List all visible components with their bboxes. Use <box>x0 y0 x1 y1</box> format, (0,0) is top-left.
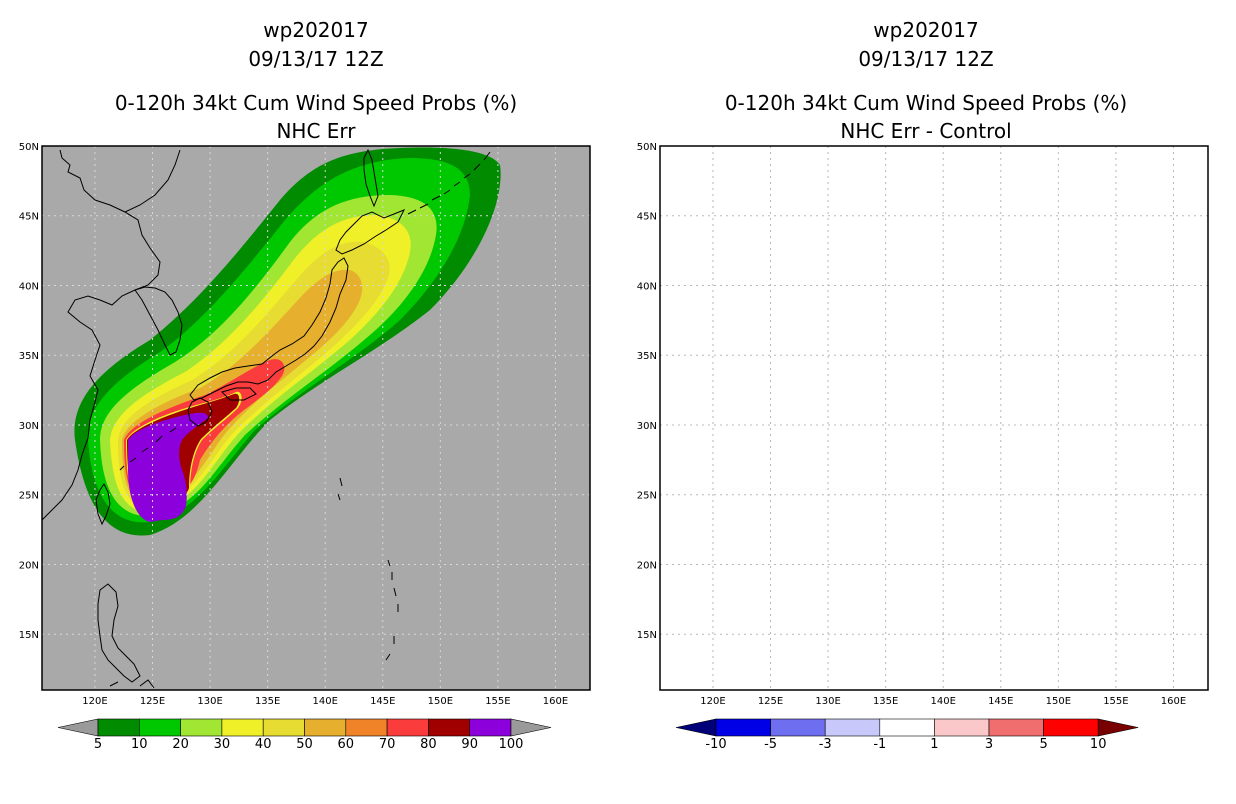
left-colorbar-label: 5 <box>94 737 102 752</box>
right-subtitle: NHC Err - Control <box>840 119 1011 143</box>
contour-100 <box>128 412 208 522</box>
lat-tick-label: 25N <box>19 491 39 502</box>
left-colorbar-box <box>304 718 347 737</box>
lon-tick-label: 140E <box>313 696 338 707</box>
left-colorbar-box <box>221 718 264 737</box>
right-colorbar-box <box>934 718 990 737</box>
left-panel: wp202017 09/13/17 12Z 0-120h 34kt Cum Wi… <box>19 18 591 752</box>
lat-tick-label: 40N <box>19 281 39 292</box>
left-colorbar-box <box>180 718 223 737</box>
left-colorbar-label: 100 <box>499 737 524 752</box>
right-colorbar-box <box>988 718 1044 737</box>
lat-tick-label: 20N <box>19 560 39 571</box>
right-storm-id: wp202017 <box>873 18 978 42</box>
right-colorbar-box <box>824 718 881 737</box>
right-grid <box>660 146 1208 690</box>
left-colorbar-box <box>345 718 388 737</box>
lat-tick-label: 25N <box>637 491 657 502</box>
lon-tick-label: 160E <box>543 696 568 707</box>
left-colorbar: 5 10 20 30 40 50 60 70 80 90 100 <box>57 718 552 752</box>
left-colorbar-low-arrow <box>57 718 99 737</box>
left-lat-labels: 50N 45N 40N 35N 30N 25N 20N 15N <box>19 142 39 641</box>
lon-tick-label: 155E <box>1103 696 1128 707</box>
left-colorbar-label: 10 <box>131 737 148 752</box>
left-colorbar-box <box>469 718 512 737</box>
lat-tick-label: 20N <box>637 560 657 571</box>
left-grid <box>42 146 590 690</box>
right-colorbar-box <box>879 718 935 737</box>
left-colorbar-label: 80 <box>420 737 437 752</box>
lon-tick-label: 135E <box>255 696 280 707</box>
lat-tick-label: 50N <box>637 142 657 153</box>
right-colorbar-label: 1 <box>930 737 938 752</box>
right-colorbar: -10 -5 -3 -1 1 3 5 10 <box>675 718 1139 752</box>
left-colorbar-label: 70 <box>379 737 396 752</box>
lat-tick-label: 35N <box>19 351 39 362</box>
right-colorbar-label: -5 <box>764 737 777 752</box>
left-colorbar-box <box>262 718 305 737</box>
right-colorbar-label: -3 <box>819 737 832 752</box>
lon-tick-label: 125E <box>140 696 165 707</box>
lat-tick-label: 30N <box>637 421 657 432</box>
left-colorbar-box <box>97 718 140 737</box>
right-map-frame <box>659 145 1209 691</box>
lon-tick-label: 160E <box>1161 696 1186 707</box>
right-lat-labels: 50N 45N 40N 35N 30N 25N 20N 15N <box>637 142 657 641</box>
lon-tick-label: 155E <box>485 696 510 707</box>
probability-contours <box>74 147 501 536</box>
right-colorbar-box <box>1043 718 1099 737</box>
lon-tick-label: 125E <box>758 696 783 707</box>
lon-tick-label: 140E <box>931 696 956 707</box>
lon-tick-label: 150E <box>1046 696 1071 707</box>
lat-tick-label: 15N <box>19 630 39 641</box>
left-colorbar-label: 60 <box>338 737 355 752</box>
right-colorbar-box <box>770 718 826 737</box>
lat-tick-label: 45N <box>637 212 657 223</box>
lat-tick-label: 45N <box>19 212 39 223</box>
lon-tick-label: 120E <box>82 696 107 707</box>
left-colorbar-label: 50 <box>296 737 313 752</box>
right-colorbar-label: -10 <box>705 737 726 752</box>
lon-tick-label: 145E <box>988 696 1013 707</box>
lat-tick-label: 35N <box>637 351 657 362</box>
left-storm-id: wp202017 <box>263 18 368 42</box>
right-lon-labels: 120E 125E 130E 135E 140E 145E 150E 155E 160E <box>700 696 1186 707</box>
left-lon-labels: 120E 125E 130E 135E 140E 145E 150E 155E 160E <box>82 696 568 707</box>
lon-tick-label: 130E <box>815 696 840 707</box>
right-colorbar-low-arrow <box>675 718 717 737</box>
right-colorbar-label: 10 <box>1090 737 1107 752</box>
right-colorbar-label: 5 <box>1039 737 1047 752</box>
left-colorbar-box <box>139 718 181 737</box>
lon-tick-label: 120E <box>700 696 725 707</box>
left-colorbar-label: 30 <box>214 737 231 752</box>
right-product-title: 0-120h 34kt Cum Wind Speed Probs (%) <box>725 91 1127 115</box>
lon-tick-label: 145E <box>370 696 395 707</box>
left-colorbar-box <box>386 718 429 737</box>
lat-tick-label: 40N <box>637 281 657 292</box>
right-colorbar-label: 3 <box>985 737 993 752</box>
left-map-frame <box>41 145 591 691</box>
right-map-background <box>660 146 1208 690</box>
lat-tick-label: 50N <box>19 142 39 153</box>
right-colorbar-label: -1 <box>873 737 886 752</box>
left-colorbar-high-arrow <box>510 718 552 737</box>
lat-tick-label: 30N <box>19 421 39 432</box>
lon-tick-label: 130E <box>197 696 222 707</box>
left-subtitle: NHC Err <box>276 119 356 143</box>
left-colorbar-label: 20 <box>172 737 189 752</box>
lat-tick-label: 15N <box>637 630 657 641</box>
left-datetime: 09/13/17 12Z <box>248 47 383 71</box>
right-datetime: 09/13/17 12Z <box>858 47 993 71</box>
left-colorbar-label: 90 <box>461 737 478 752</box>
left-product-title: 0-120h 34kt Cum Wind Speed Probs (%) <box>115 91 517 115</box>
left-colorbar-label: 40 <box>255 737 272 752</box>
right-colorbar-box <box>715 718 771 737</box>
lon-tick-label: 135E <box>873 696 898 707</box>
left-colorbar-box <box>428 718 470 737</box>
right-colorbar-high-arrow <box>1097 718 1139 737</box>
right-panel: wp202017 09/13/17 12Z 0-120h 34kt Cum Wi… <box>637 18 1209 752</box>
lon-tick-label: 150E <box>428 696 453 707</box>
